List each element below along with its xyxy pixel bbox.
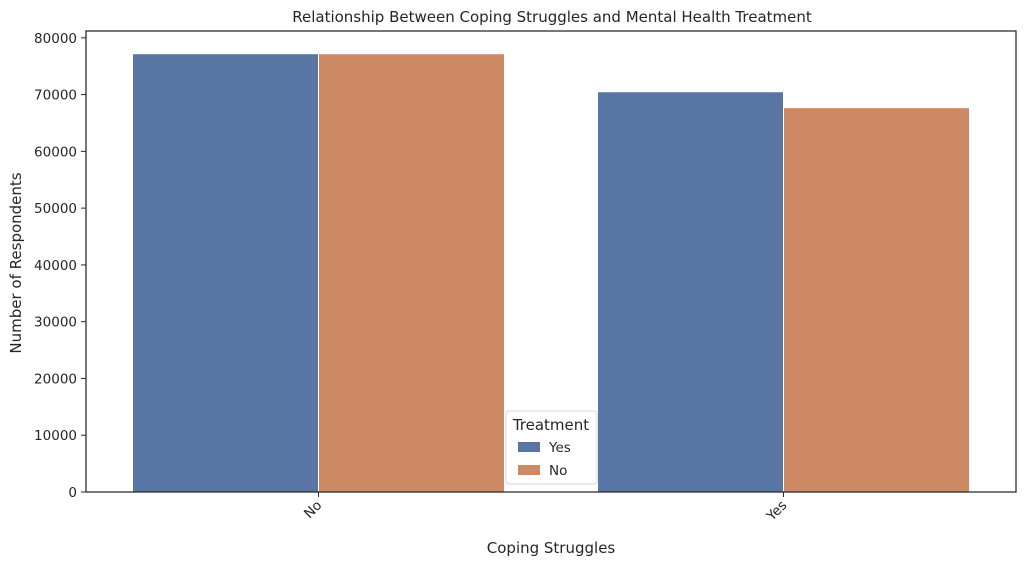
legend-label-yes: Yes bbox=[548, 440, 571, 456]
bar-no-yes bbox=[132, 53, 319, 493]
bar-yes-yes bbox=[597, 91, 784, 493]
chart-title: Relationship Between Coping Struggles an… bbox=[292, 8, 812, 26]
y-tick-label: 30000 bbox=[34, 315, 77, 331]
legend: Treatment Yes No bbox=[505, 410, 598, 485]
y-tick-label: 0 bbox=[68, 485, 77, 501]
x-tick-label: Yes bbox=[763, 498, 790, 525]
x-axis-label: Coping Struggles bbox=[487, 539, 616, 557]
y-axis-label: Number of Respondents bbox=[7, 172, 25, 353]
bar-no-no bbox=[318, 53, 505, 493]
bar-yes-no bbox=[783, 107, 970, 493]
legend-swatch-yes bbox=[518, 442, 540, 452]
y-tick-label: 20000 bbox=[34, 371, 77, 387]
y-tick-label: 60000 bbox=[34, 144, 77, 160]
x-tick-label: No bbox=[301, 498, 325, 522]
y-tick-label: 80000 bbox=[34, 31, 77, 47]
y-tick-label: 10000 bbox=[34, 428, 77, 444]
y-tick-label: 70000 bbox=[34, 88, 77, 104]
y-tick-label: 50000 bbox=[34, 201, 77, 217]
legend-swatch-no bbox=[518, 465, 540, 475]
y-tick-label: 40000 bbox=[34, 258, 77, 274]
plot-frame bbox=[85, 30, 1017, 493]
plot-area: No Yes 0 10000 20000 30000 40000 50000 60000 7000… bbox=[34, 30, 1017, 525]
legend-title: Treatment bbox=[512, 416, 589, 434]
legend-label-no: No bbox=[549, 463, 567, 479]
